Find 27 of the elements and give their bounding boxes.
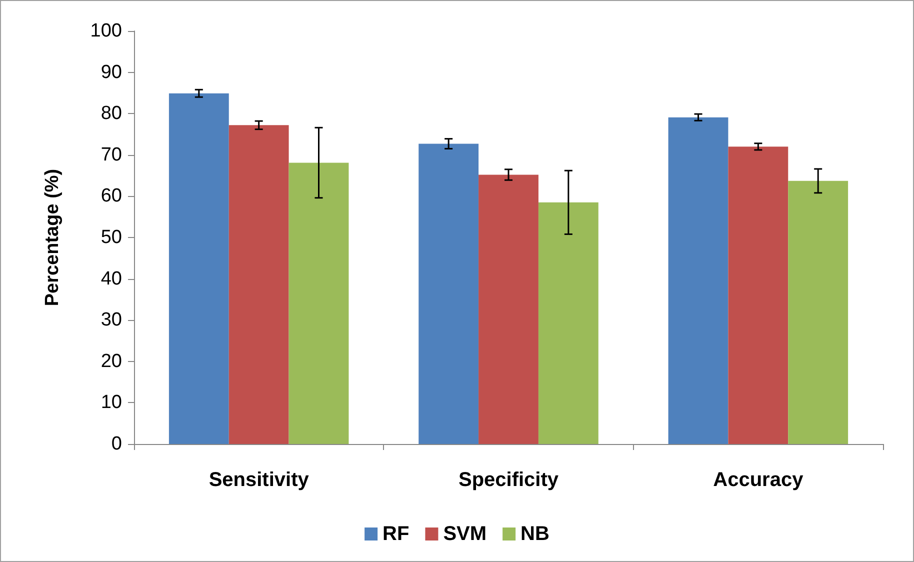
- y-tick-label: 30: [100, 310, 122, 331]
- x-tick-label: Specificity: [458, 469, 560, 491]
- y-axis-title: Percentage (%): [42, 168, 63, 306]
- bar: [788, 180, 848, 444]
- y-tick-label: 100: [90, 20, 122, 42]
- legend-label: SVM: [443, 523, 487, 545]
- x-tick-label: Accuracy: [713, 469, 804, 491]
- legend-label: RF: [382, 523, 410, 545]
- y-tick-label: 40: [100, 268, 122, 290]
- y-tick-label: 90: [100, 62, 122, 83]
- bar: [478, 174, 538, 444]
- legend-label: NB: [520, 523, 550, 545]
- y-tick-label: 10: [100, 392, 122, 414]
- y-tick-label: 80: [100, 103, 122, 124]
- y-tick-label: 60: [100, 186, 122, 207]
- bar: [538, 202, 598, 444]
- y-tick-label: 50: [100, 227, 122, 248]
- y-tick-label: 70: [100, 144, 122, 166]
- y-tick-label: 20: [100, 350, 122, 372]
- x-tick-label: Sensitivity: [208, 469, 310, 491]
- bar: [668, 117, 728, 444]
- bar: [228, 125, 289, 444]
- bar: [168, 93, 229, 444]
- y-tick-label: 0: [111, 434, 122, 454]
- bar: [418, 144, 479, 444]
- bar: [728, 146, 788, 444]
- bar: [288, 162, 349, 444]
